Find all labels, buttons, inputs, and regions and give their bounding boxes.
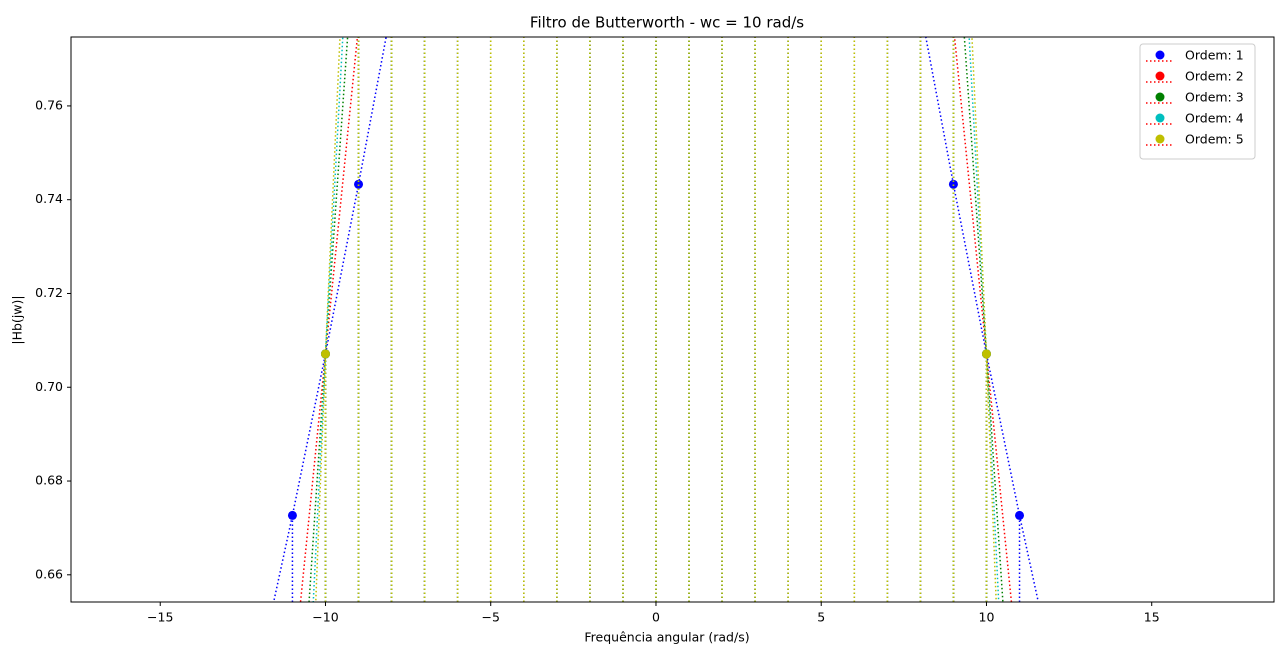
marker	[387, 4, 396, 13]
marker	[981, 349, 991, 359]
plot-area	[272, 4, 1040, 602]
legend-marker	[1155, 50, 1165, 60]
legend-marker	[1155, 92, 1165, 102]
y-tick-label: 0.72	[35, 285, 63, 300]
x-tick-label: −10	[312, 610, 338, 625]
legend-marker	[1155, 71, 1165, 81]
y-tick-label: 0.74	[35, 191, 63, 206]
y-axis-label: |Hb(jw)|	[10, 295, 25, 344]
marker	[916, 4, 925, 13]
legend-label: Ordem: 5	[1185, 132, 1244, 147]
legend-marker	[1155, 113, 1165, 123]
marker	[287, 510, 297, 520]
x-tick-label: 0	[652, 610, 660, 625]
marker	[1015, 510, 1025, 520]
chart-title: Filtro de Butterworth - wc = 10 rad/s	[530, 14, 804, 32]
axes-frame	[70, 36, 1275, 603]
legend-frame	[1139, 43, 1256, 160]
legend-label: Ordem: 2	[1185, 69, 1244, 84]
y-tick-label: 0.76	[35, 97, 63, 112]
legend-label: Ordem: 4	[1185, 111, 1244, 126]
y-tick-label: 0.66	[35, 566, 63, 581]
x-tick-label: 10	[979, 610, 995, 625]
marker	[320, 349, 330, 359]
x-tick-label: −15	[147, 610, 173, 625]
legend-marker	[1155, 134, 1165, 144]
x-tick-label: 15	[1144, 610, 1160, 625]
marker	[354, 21, 363, 30]
marker	[354, 179, 364, 189]
y-tick-label: 0.68	[35, 473, 63, 488]
marker	[949, 21, 958, 30]
legend-label: Ordem: 1	[1185, 48, 1244, 63]
x-tick-label: −5	[482, 610, 500, 625]
x-axis-label: Frequência angular (rad/s)	[584, 630, 749, 645]
y-tick-label: 0.70	[35, 379, 63, 394]
x-tick-label: 5	[817, 610, 825, 625]
marker	[948, 179, 958, 189]
legend-label: Ordem: 3	[1185, 90, 1244, 105]
